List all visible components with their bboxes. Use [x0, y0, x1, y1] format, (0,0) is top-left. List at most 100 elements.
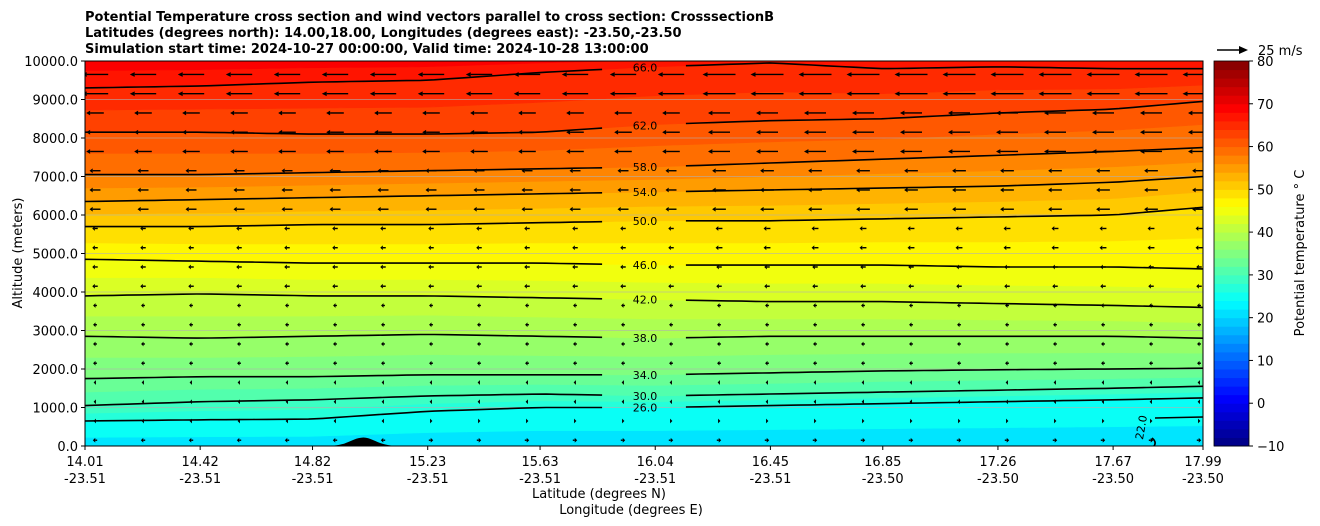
wind-vector: [566, 149, 571, 154]
contour-label-34.0: 34.0: [633, 369, 658, 382]
wind-vector: [1134, 91, 1140, 97]
wind-vector: [609, 72, 615, 77]
wind-vector: [621, 360, 624, 366]
wind-vector: [617, 168, 621, 174]
wind-vector: [1038, 72, 1044, 77]
wind-vector: [609, 91, 615, 97]
wind-vector: [909, 303, 912, 308]
wind-vector: [665, 168, 669, 174]
wind-vector: [798, 72, 804, 77]
wind-vector: [861, 303, 864, 308]
wind-vector: [1004, 283, 1007, 289]
wind-vector: [716, 283, 719, 289]
wind-vector: [1140, 149, 1145, 154]
wind-vector: [140, 264, 143, 270]
wind-vector: [856, 206, 860, 212]
wind-vector: [476, 283, 479, 289]
wind-vector: [281, 168, 285, 174]
wind-vector: [908, 264, 911, 270]
wind-vector: [1101, 303, 1104, 308]
wind-vector: [717, 380, 720, 385]
wind-vector: [569, 187, 573, 193]
wind-vector: [333, 360, 336, 366]
wind-vector: [369, 91, 375, 97]
wind-vector: [861, 399, 864, 405]
wind-vector: [573, 399, 576, 405]
wind-vector: [702, 91, 708, 97]
wind-vector: [1006, 437, 1010, 443]
x-tick-label-lat: 14.01: [66, 455, 103, 470]
wind-vector: [573, 341, 576, 347]
wind-vector: [140, 245, 143, 251]
wind-vector: [760, 206, 764, 212]
wind-vector: [1092, 110, 1097, 116]
wind-vector: [89, 206, 93, 212]
wind-vector: [1099, 245, 1103, 251]
colorbar-segment: [1214, 369, 1249, 379]
wind-vector: [477, 399, 480, 405]
wind-vector: [813, 322, 816, 328]
wind-vector: [808, 187, 812, 193]
wind-vector: [518, 110, 523, 116]
x-tick-label-lon: -23.51: [634, 472, 676, 487]
wind-vector: [1197, 399, 1200, 405]
wind-vector: [955, 226, 959, 231]
wind-vector: [811, 245, 815, 251]
colorbar: 80 70 60 50 40 30 20 10 0 −10: [1213, 55, 1284, 455]
wind-vector: [381, 399, 384, 405]
wind-vector: [236, 226, 239, 231]
colorbar-segment: [1214, 292, 1249, 302]
wind-vector: [1054, 418, 1057, 424]
colorbar-segment: [1214, 223, 1249, 233]
wind-vector: [957, 322, 960, 328]
wind-vector: [1053, 322, 1056, 328]
x-tick-label-lat: 16.85: [864, 455, 901, 470]
wind-vector: [1005, 380, 1008, 385]
wind-vector: [377, 168, 381, 174]
wind-vector: [1100, 264, 1103, 270]
wind-vector: [808, 168, 812, 174]
wind-vector: [859, 226, 863, 231]
wind-vector: [702, 72, 708, 77]
wind-vector: [237, 360, 240, 366]
wind-vector: [859, 245, 863, 251]
colorbar-segment: [1214, 240, 1249, 250]
wind-vector: [134, 110, 139, 116]
wind-vector: [92, 437, 96, 443]
contour-line-46.0: [85, 258, 1203, 270]
wind-vector: [1096, 187, 1100, 193]
wind-vector: [860, 283, 863, 289]
wind-vector: [621, 380, 624, 385]
terrain-mountain: [329, 437, 403, 446]
wind-vector: [1188, 129, 1193, 135]
colorbar-segment: [1214, 120, 1249, 130]
colorbar-tick-label: 70: [1257, 98, 1274, 113]
colorbar-segment: [1214, 437, 1249, 447]
wind-vector: [957, 360, 960, 366]
y-tick-label: 6000.0: [33, 209, 79, 224]
wind-vector: [526, 418, 529, 424]
contour-line-42.0: [85, 293, 1203, 309]
wind-vector: [1000, 168, 1004, 174]
title-line-3: Simulation start time: 2024-10-27 00:00:…: [85, 42, 649, 57]
wind-vector: [185, 168, 189, 174]
wind-vector: [1144, 168, 1148, 174]
wind-vector: [852, 149, 857, 154]
wind-vector: [942, 72, 948, 77]
wind-vector: [140, 437, 144, 443]
colorbar-segment: [1214, 249, 1249, 259]
wind-vector: [93, 322, 96, 328]
colorbar-segment: [1214, 274, 1249, 284]
colorbar-segment: [1214, 163, 1249, 173]
wind-vector: [1054, 437, 1058, 443]
wind-vector: [92, 226, 95, 231]
wind-vector: [477, 341, 480, 347]
wind-vector: [811, 226, 815, 231]
wind-vector: [521, 168, 525, 174]
wind-vector: [513, 91, 519, 97]
wind-vector: [1000, 187, 1004, 193]
wind-vector: [380, 226, 383, 231]
colorbar-segment: [1214, 403, 1249, 413]
x-axis: 14.01 -23.51 14.42 -23.51 14.82 -23.51 15.23 -2…: [64, 446, 1224, 487]
